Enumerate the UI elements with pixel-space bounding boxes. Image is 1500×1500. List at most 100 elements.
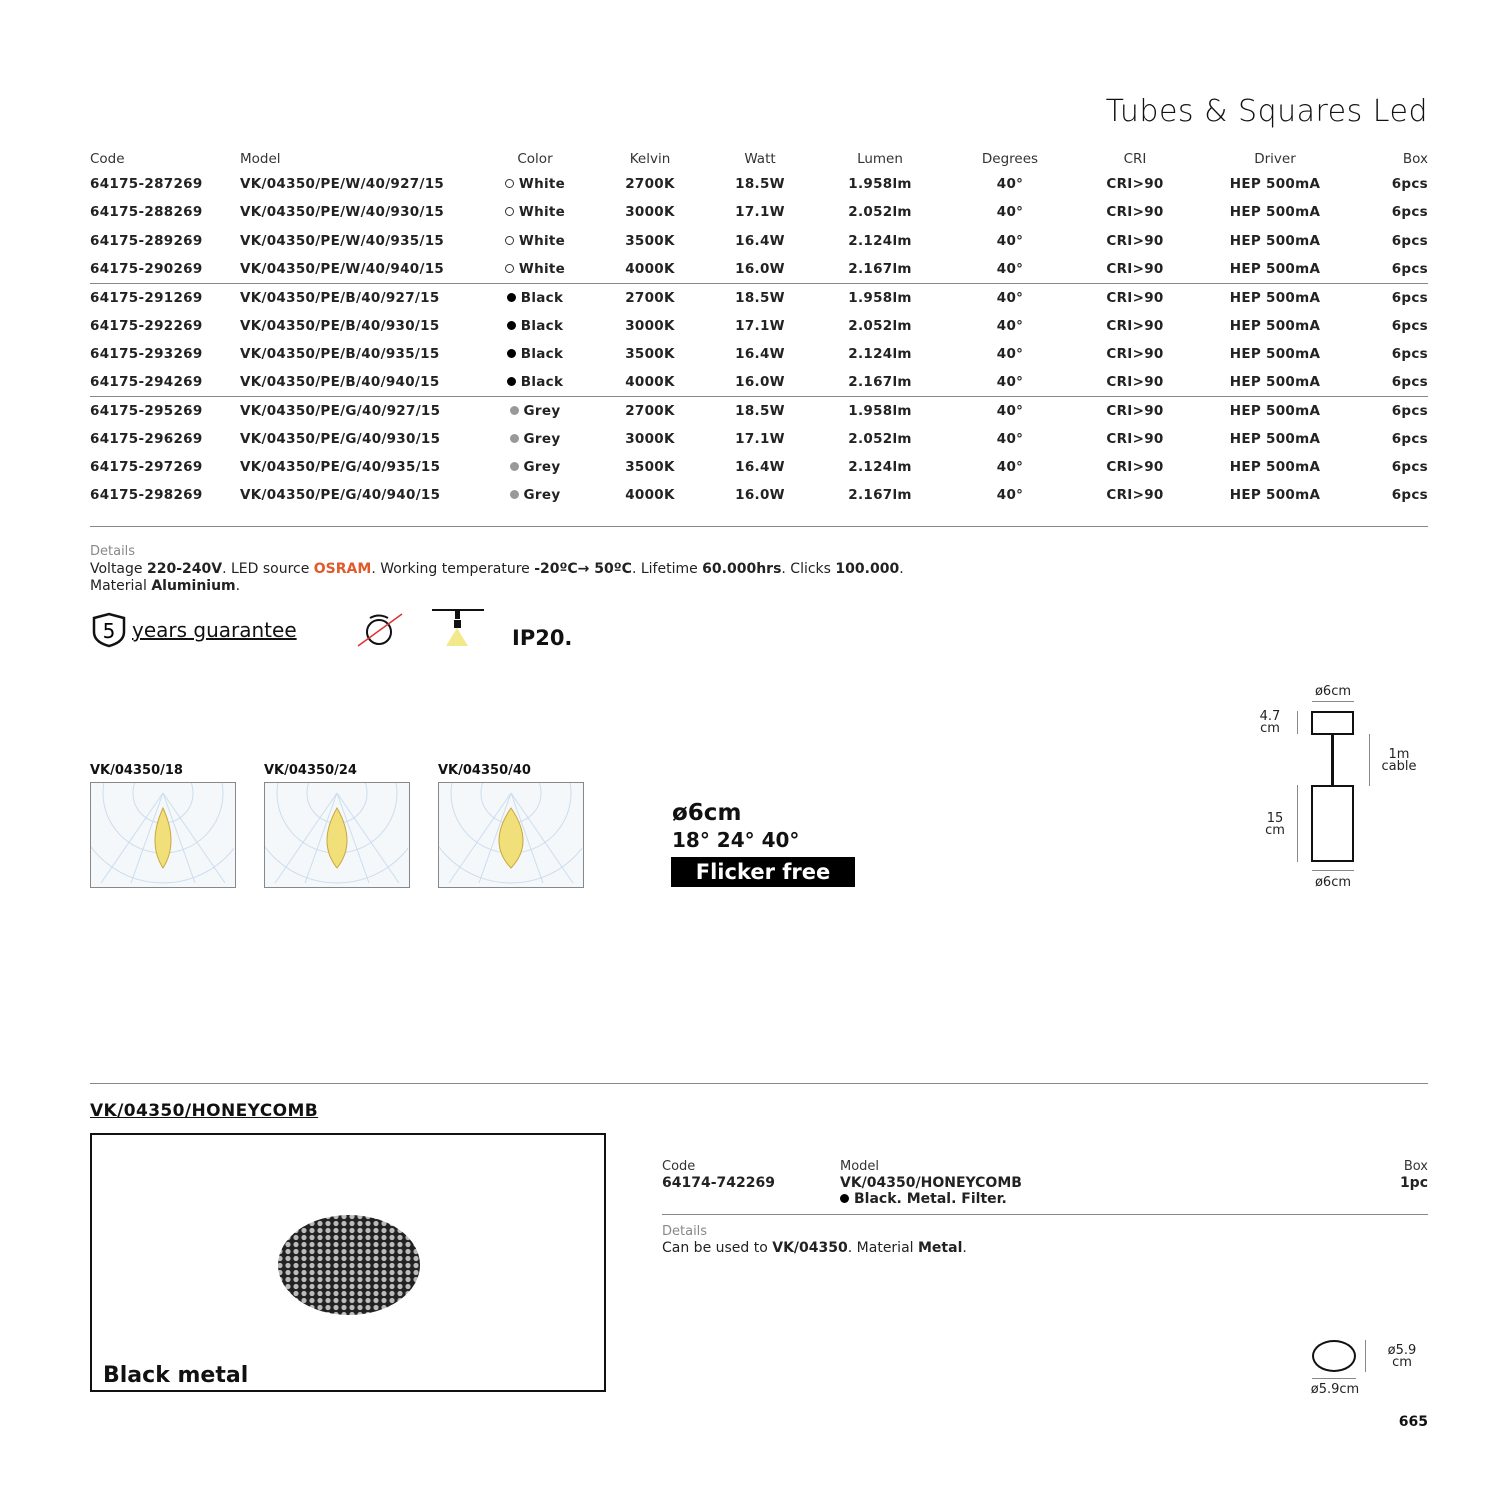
cell-lumen: 1.958lm — [810, 395, 950, 425]
table-row: 64175-296269 VK/04350/PE/G/40/930/15 Grey 3… — [90, 425, 1428, 453]
cell-watt: 16.0W — [735, 487, 785, 504]
color-swatch-icon — [506, 292, 516, 302]
cell-lumen: 2.052lm — [848, 204, 912, 221]
cell-cri: CRI>90 — [1106, 373, 1164, 390]
cell-model: VK/04350/PE/W/40/935/15 — [240, 232, 445, 249]
color-swatch-icon — [509, 433, 519, 443]
cell-cri: CRI>90 — [1106, 487, 1164, 504]
cell-cri: CRI>90 — [1106, 176, 1164, 193]
cell-cri: CRI>90 — [1070, 395, 1200, 425]
cell-box: 6pcs — [1391, 317, 1428, 334]
cell-driver: HEP 500mA — [1229, 176, 1321, 193]
cell-model: VK/04350/PE/G/40/940/15 — [240, 487, 441, 504]
column-header: Model — [240, 151, 281, 167]
cell-kelvin: 3000K — [625, 317, 675, 334]
table-row: 64175-292269 VK/04350/PE/B/40/930/15 Black… — [90, 311, 1428, 339]
accessory-box: 1pc — [1399, 1175, 1428, 1191]
cell-degrees: 40° — [950, 282, 1070, 312]
polar-label: VK/04350/24 — [264, 763, 357, 778]
cell-color: Black — [480, 368, 590, 396]
cell-degrees: 40° — [996, 260, 1024, 277]
color-swatch-icon — [506, 348, 516, 358]
table-row: 64175-291269 VK/04350/PE/B/40/927/15 Black… — [90, 282, 1428, 312]
cell-watt: 16.4W — [735, 345, 785, 362]
cell-color: Grey — [480, 395, 590, 425]
product-table: Code Model Color Kelvin Watt Lumen Degrees CRI D… — [90, 148, 1428, 510]
cell-model: VK/04350/PE/B/40/930/15 — [240, 317, 440, 334]
cell-cri: CRI>90 — [1106, 345, 1164, 362]
column-header: Watt — [744, 151, 776, 167]
svg-text:5: 5 — [103, 619, 116, 643]
cell-code: 64175-289269 — [90, 232, 203, 249]
cell-code: 64175-288269 — [90, 204, 203, 221]
cell-box: 6pcs — [1391, 176, 1428, 193]
cell-box: 6pcs — [1391, 232, 1428, 249]
cell-kelvin: 4000K — [625, 260, 675, 277]
cell-model: VK/04350/PE/G/40/930/15 — [240, 430, 441, 447]
details-text: Voltage 220-240V. LED source OSRAM. Work… — [90, 561, 904, 594]
cell-lumen: 2.124lm — [848, 459, 912, 476]
cell-driver: HEP 500mA — [1229, 345, 1321, 362]
accessory-heading: VK/04350/HONEYCOMB — [90, 1101, 319, 1121]
accessory-code: 64174-742269 — [662, 1175, 775, 1191]
cell-code: 64175-294269 — [90, 373, 203, 390]
color-swatch-icon — [509, 490, 519, 500]
cell-kelvin: 2700K — [625, 176, 675, 193]
cell-model: VK/04350/PE/G/40/927/15 — [240, 395, 480, 425]
cell-degrees: 40° — [996, 487, 1024, 504]
cell-degrees: 40° — [996, 317, 1024, 334]
column-header: Degrees — [981, 151, 1039, 167]
flicker-free-badge: Flicker free — [671, 857, 855, 887]
cell-cri: CRI>90 — [1070, 282, 1200, 312]
column-header: Code — [90, 151, 125, 167]
cell-kelvin: 3500K — [625, 459, 675, 476]
color-swatch-icon — [504, 235, 514, 245]
cable — [1331, 735, 1334, 785]
cell-kelvin: 3000K — [625, 204, 675, 221]
cell-watt: 17.1W — [735, 317, 785, 334]
color-swatch-icon — [506, 320, 516, 330]
cell-model: VK/04350/PE/G/40/935/15 — [240, 459, 441, 476]
cell-degrees: 40° — [996, 345, 1024, 362]
cell-driver: HEP 500mA — [1229, 373, 1321, 390]
cell-kelvin: 4000K — [625, 487, 675, 504]
cell-watt: 17.1W — [735, 204, 785, 221]
column-header: CRI — [1123, 151, 1147, 167]
cell-kelvin: 2700K — [590, 282, 710, 312]
cell-box: 6pcs — [1350, 282, 1428, 312]
cell-driver: HEP 500mA — [1229, 204, 1321, 221]
cell-lumen: 2.052lm — [848, 317, 912, 334]
table-bottom-rule — [90, 526, 1428, 527]
cell-driver: HEP 500mA — [1229, 430, 1321, 447]
cell-watt: 18.5W — [735, 176, 785, 193]
cell-model: VK/04350/PE/W/40/927/15 — [240, 176, 445, 193]
cell-kelvin: 3500K — [625, 232, 675, 249]
cell-degrees: 40° — [950, 395, 1070, 425]
cell-cri: CRI>90 — [1106, 232, 1164, 249]
column-header: Lumen — [857, 151, 903, 167]
color-swatch-icon — [504, 179, 514, 189]
cell-box: 6pcs — [1391, 204, 1428, 221]
details-label: Details — [90, 544, 136, 559]
cell-color: White — [480, 227, 590, 255]
table-row: 64175-293269 VK/04350/PE/B/40/935/15 Black… — [90, 340, 1428, 368]
cell-color: Grey — [480, 453, 590, 481]
cell-box: 6pcs — [1350, 395, 1428, 425]
column-header: Kelvin — [629, 151, 671, 167]
cell-driver: HEP 500mA — [1229, 260, 1321, 277]
cell-code: 64175-295269 — [90, 395, 240, 425]
cell-code: 64175-291269 — [90, 282, 240, 312]
polar-diagram — [72, 702, 254, 888]
page-title: Tubes & Squares Led — [1105, 94, 1428, 129]
cell-color: Black — [480, 282, 590, 312]
cell-kelvin: 4000K — [625, 373, 675, 390]
spec-angles: 18° 24° 40° — [672, 828, 800, 852]
cell-cri: CRI>90 — [1106, 204, 1164, 221]
canopy — [1311, 711, 1354, 735]
cell-cri: CRI>90 — [1106, 260, 1164, 277]
cell-code: 64175-290269 — [90, 260, 203, 277]
cell-model: VK/04350/PE/B/40/940/15 — [240, 373, 440, 390]
table-row: 64175-287269 VK/04350/PE/W/40/927/15 White… — [90, 170, 1428, 198]
accessory-model: VK/04350/HONEYCOMB — [840, 1175, 1022, 1191]
cell-lumen: 2.124lm — [848, 345, 912, 362]
